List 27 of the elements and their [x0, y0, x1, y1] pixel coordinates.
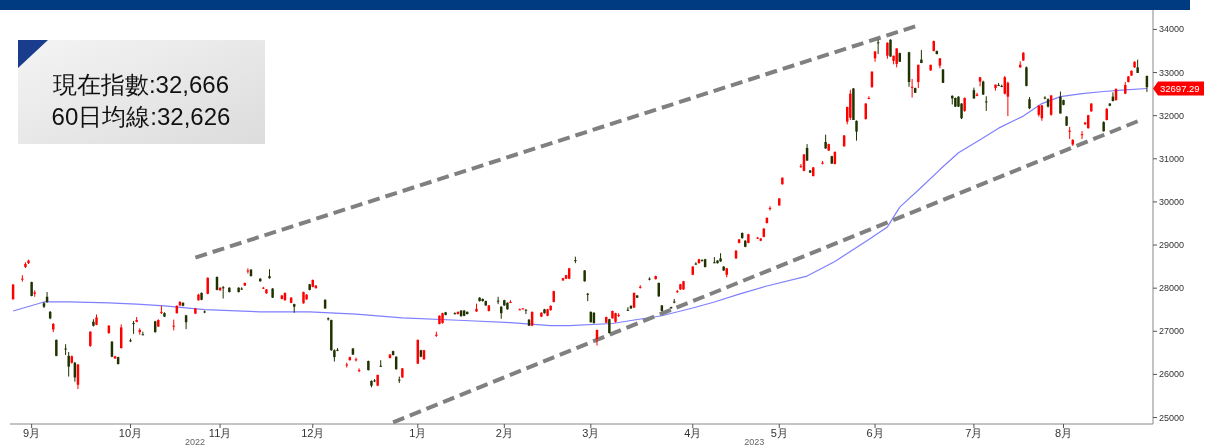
- annotation: 60日均線:32,626: [51, 103, 231, 130]
- ytick-label: 31000: [1159, 153, 1185, 164]
- annotation: 2022: [185, 437, 206, 447]
- ytick-label: 25000: [1159, 412, 1185, 423]
- xtick-label: 8月: [1054, 427, 1073, 439]
- ytick-label: 27000: [1159, 326, 1185, 337]
- xtick-label: 9月: [23, 427, 41, 439]
- annotation: 現在指數:32,666: [52, 71, 230, 98]
- xtick-label: 2月: [495, 427, 513, 439]
- xtick-label: 10月: [118, 427, 143, 439]
- xtick-label: 7月: [965, 427, 983, 439]
- ytick-label: 29000: [1159, 240, 1185, 251]
- xtick-label: 3月: [582, 427, 600, 439]
- xtick-label: 5月: [770, 427, 788, 439]
- xtick-label: 12月: [301, 427, 325, 439]
- ytick-label: 34000: [1159, 24, 1185, 35]
- ytick-label: 26000: [1159, 369, 1185, 380]
- xtick-label: 11月: [208, 427, 232, 439]
- xtick-label: 1月: [409, 427, 427, 439]
- ytick-label: 28000: [1159, 283, 1185, 294]
- ytick-label: 32000: [1159, 110, 1185, 121]
- xtick-label: 6月: [866, 427, 884, 439]
- ytick-label: 30000: [1159, 196, 1185, 207]
- xtick-label: 4月: [684, 427, 702, 439]
- ytick-label: 33000: [1159, 67, 1185, 78]
- price-tag: 32697.29: [1153, 81, 1204, 96]
- annotation: 2023: [744, 437, 765, 447]
